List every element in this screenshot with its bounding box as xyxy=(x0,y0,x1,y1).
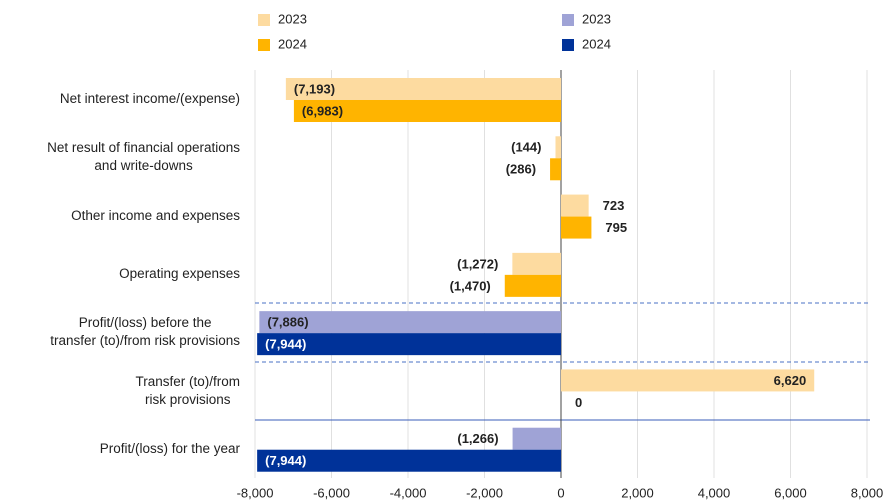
category-label: Net result of financial operations and w… xyxy=(47,140,240,174)
x-tick-label: 6,000 xyxy=(774,485,807,500)
data-label: (7,944) xyxy=(265,453,306,468)
data-label: 0 xyxy=(575,395,582,410)
bar xyxy=(285,78,561,100)
data-label: (1,266) xyxy=(457,431,498,446)
data-label: (7,886) xyxy=(267,315,308,330)
data-label: (1,272) xyxy=(457,256,498,271)
x-tick-label: 8,000 xyxy=(851,485,884,500)
legend-label: 2024 xyxy=(582,36,611,51)
x-tick-label: -4,000 xyxy=(390,485,427,500)
x-tick-label: 0 xyxy=(557,485,564,500)
legend-label: 2024 xyxy=(278,36,307,51)
x-tick-label: -2,000 xyxy=(466,485,503,500)
data-label: 723 xyxy=(603,198,625,213)
bar xyxy=(561,216,592,239)
bar xyxy=(561,369,815,392)
legend-label: 2023 xyxy=(582,11,611,26)
data-label: (6,983) xyxy=(302,103,343,118)
data-label: (7,944) xyxy=(265,337,306,352)
category-label: Operating expenses xyxy=(119,266,240,281)
category-label: Profit/(loss) before the transfer (to)/f… xyxy=(50,315,240,349)
data-label: 6,620 xyxy=(774,373,807,388)
bar xyxy=(561,194,589,217)
bar xyxy=(550,158,561,181)
x-tick-label: -8,000 xyxy=(237,485,274,500)
bar xyxy=(512,427,561,450)
category-label: Net interest income/(expense) xyxy=(59,91,240,107)
legend-swatch xyxy=(258,39,270,51)
legend-swatch xyxy=(562,39,574,51)
legend-swatch xyxy=(562,14,574,26)
data-label: 795 xyxy=(605,220,627,235)
category-label: Transfer (to)/from risk provisions xyxy=(135,373,240,407)
data-label: (286) xyxy=(506,162,536,177)
x-tick-label: 4,000 xyxy=(698,485,731,500)
bar xyxy=(512,252,561,275)
legend-label: 2023 xyxy=(278,11,307,26)
bar xyxy=(504,274,561,297)
category-label: Profit/(loss) for the year xyxy=(99,440,240,456)
bar xyxy=(293,100,561,122)
data-label: (7,193) xyxy=(294,81,335,96)
x-tick-label: 2,000 xyxy=(621,485,654,500)
bar xyxy=(555,136,561,159)
x-tick-label: -6,000 xyxy=(313,485,350,500)
legend-swatch xyxy=(258,14,270,26)
bar xyxy=(257,449,561,472)
category-label: Other income and expenses xyxy=(71,207,240,223)
bar xyxy=(259,311,561,334)
data-label: (144) xyxy=(511,140,541,155)
bar xyxy=(257,333,561,356)
data-label: (1,470) xyxy=(450,278,491,293)
